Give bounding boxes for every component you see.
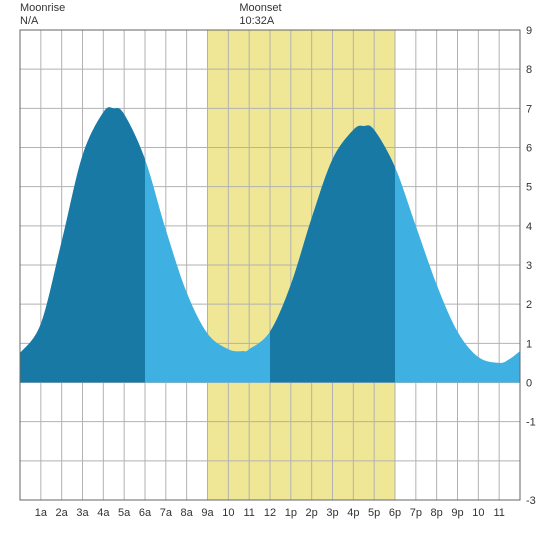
x-tick-label: 4a bbox=[97, 507, 110, 519]
moonset-label: Moonset 10:32A bbox=[239, 2, 281, 28]
x-tick-label: 8p bbox=[431, 507, 443, 519]
y-tick-label: 6 bbox=[526, 143, 532, 155]
y-tick-label: 2 bbox=[526, 299, 532, 311]
tide-chart: Moonrise N/A Moonset 10:32A 1a 2a 3a 4a 5a 6a… bbox=[0, 0, 550, 550]
x-tick-label: 9p bbox=[451, 507, 463, 519]
x-tick-label: 8a bbox=[181, 507, 194, 519]
x-tick-label: 10 bbox=[222, 507, 234, 519]
x-tick-label: 7p bbox=[410, 507, 422, 519]
chart-svg: 1a2a3a4a5a6a7a8a9a1011121p2p3p4p5p6p7p8p… bbox=[0, 0, 550, 550]
x-tick-label: 3a bbox=[76, 507, 89, 519]
x-tick-label: 7a bbox=[160, 507, 173, 519]
moonset-value: 10:32A bbox=[239, 15, 281, 28]
x-axis-labels: 1a 2a 3a 4a 5a 6a 7a 8a 9a 10 11 12 1p 2p 3p 4p 5p 6p 7p 8p… bbox=[35, 507, 505, 519]
x-tick-label: 10 bbox=[472, 507, 484, 519]
y-tick-label: 4 bbox=[526, 221, 532, 233]
x-tick-label: 12 bbox=[264, 507, 276, 519]
x-tick-label: 1p bbox=[285, 507, 297, 519]
x-tick-label: 4p bbox=[347, 507, 359, 519]
moonrise-value: N/A bbox=[20, 15, 65, 28]
x-tick-label: 2p bbox=[306, 507, 318, 519]
x-tick-label: 9a bbox=[201, 507, 214, 519]
x-tick-label: 5a bbox=[118, 507, 131, 519]
y-tick-label: 5 bbox=[526, 182, 532, 194]
y-tick-label: 8 bbox=[526, 64, 532, 76]
moonset-title: Moonset bbox=[239, 2, 281, 15]
x-tick-label: 3p bbox=[326, 507, 338, 519]
y-tick-label: 9 bbox=[526, 25, 532, 37]
x-tick-label: 11 bbox=[493, 507, 504, 519]
x-tick-label: 6a bbox=[139, 507, 152, 519]
y-tick-label: 3 bbox=[526, 260, 532, 272]
y-tick-label: 0 bbox=[526, 378, 532, 390]
y-tick-label: 7 bbox=[526, 103, 532, 115]
moonrise-title: Moonrise bbox=[20, 2, 65, 15]
y-tick-label: -3 bbox=[526, 495, 536, 507]
x-tick-label: 2a bbox=[56, 507, 69, 519]
x-tick-label: 11 bbox=[243, 507, 254, 519]
x-tick-label: 6p bbox=[389, 507, 401, 519]
y-tick-label: 1 bbox=[526, 338, 532, 350]
moonrise-label: Moonrise N/A bbox=[20, 2, 65, 28]
y-tick-label: -1 bbox=[526, 417, 536, 429]
x-tick-label: 5p bbox=[368, 507, 380, 519]
x-tick-label: 1a bbox=[35, 507, 48, 519]
